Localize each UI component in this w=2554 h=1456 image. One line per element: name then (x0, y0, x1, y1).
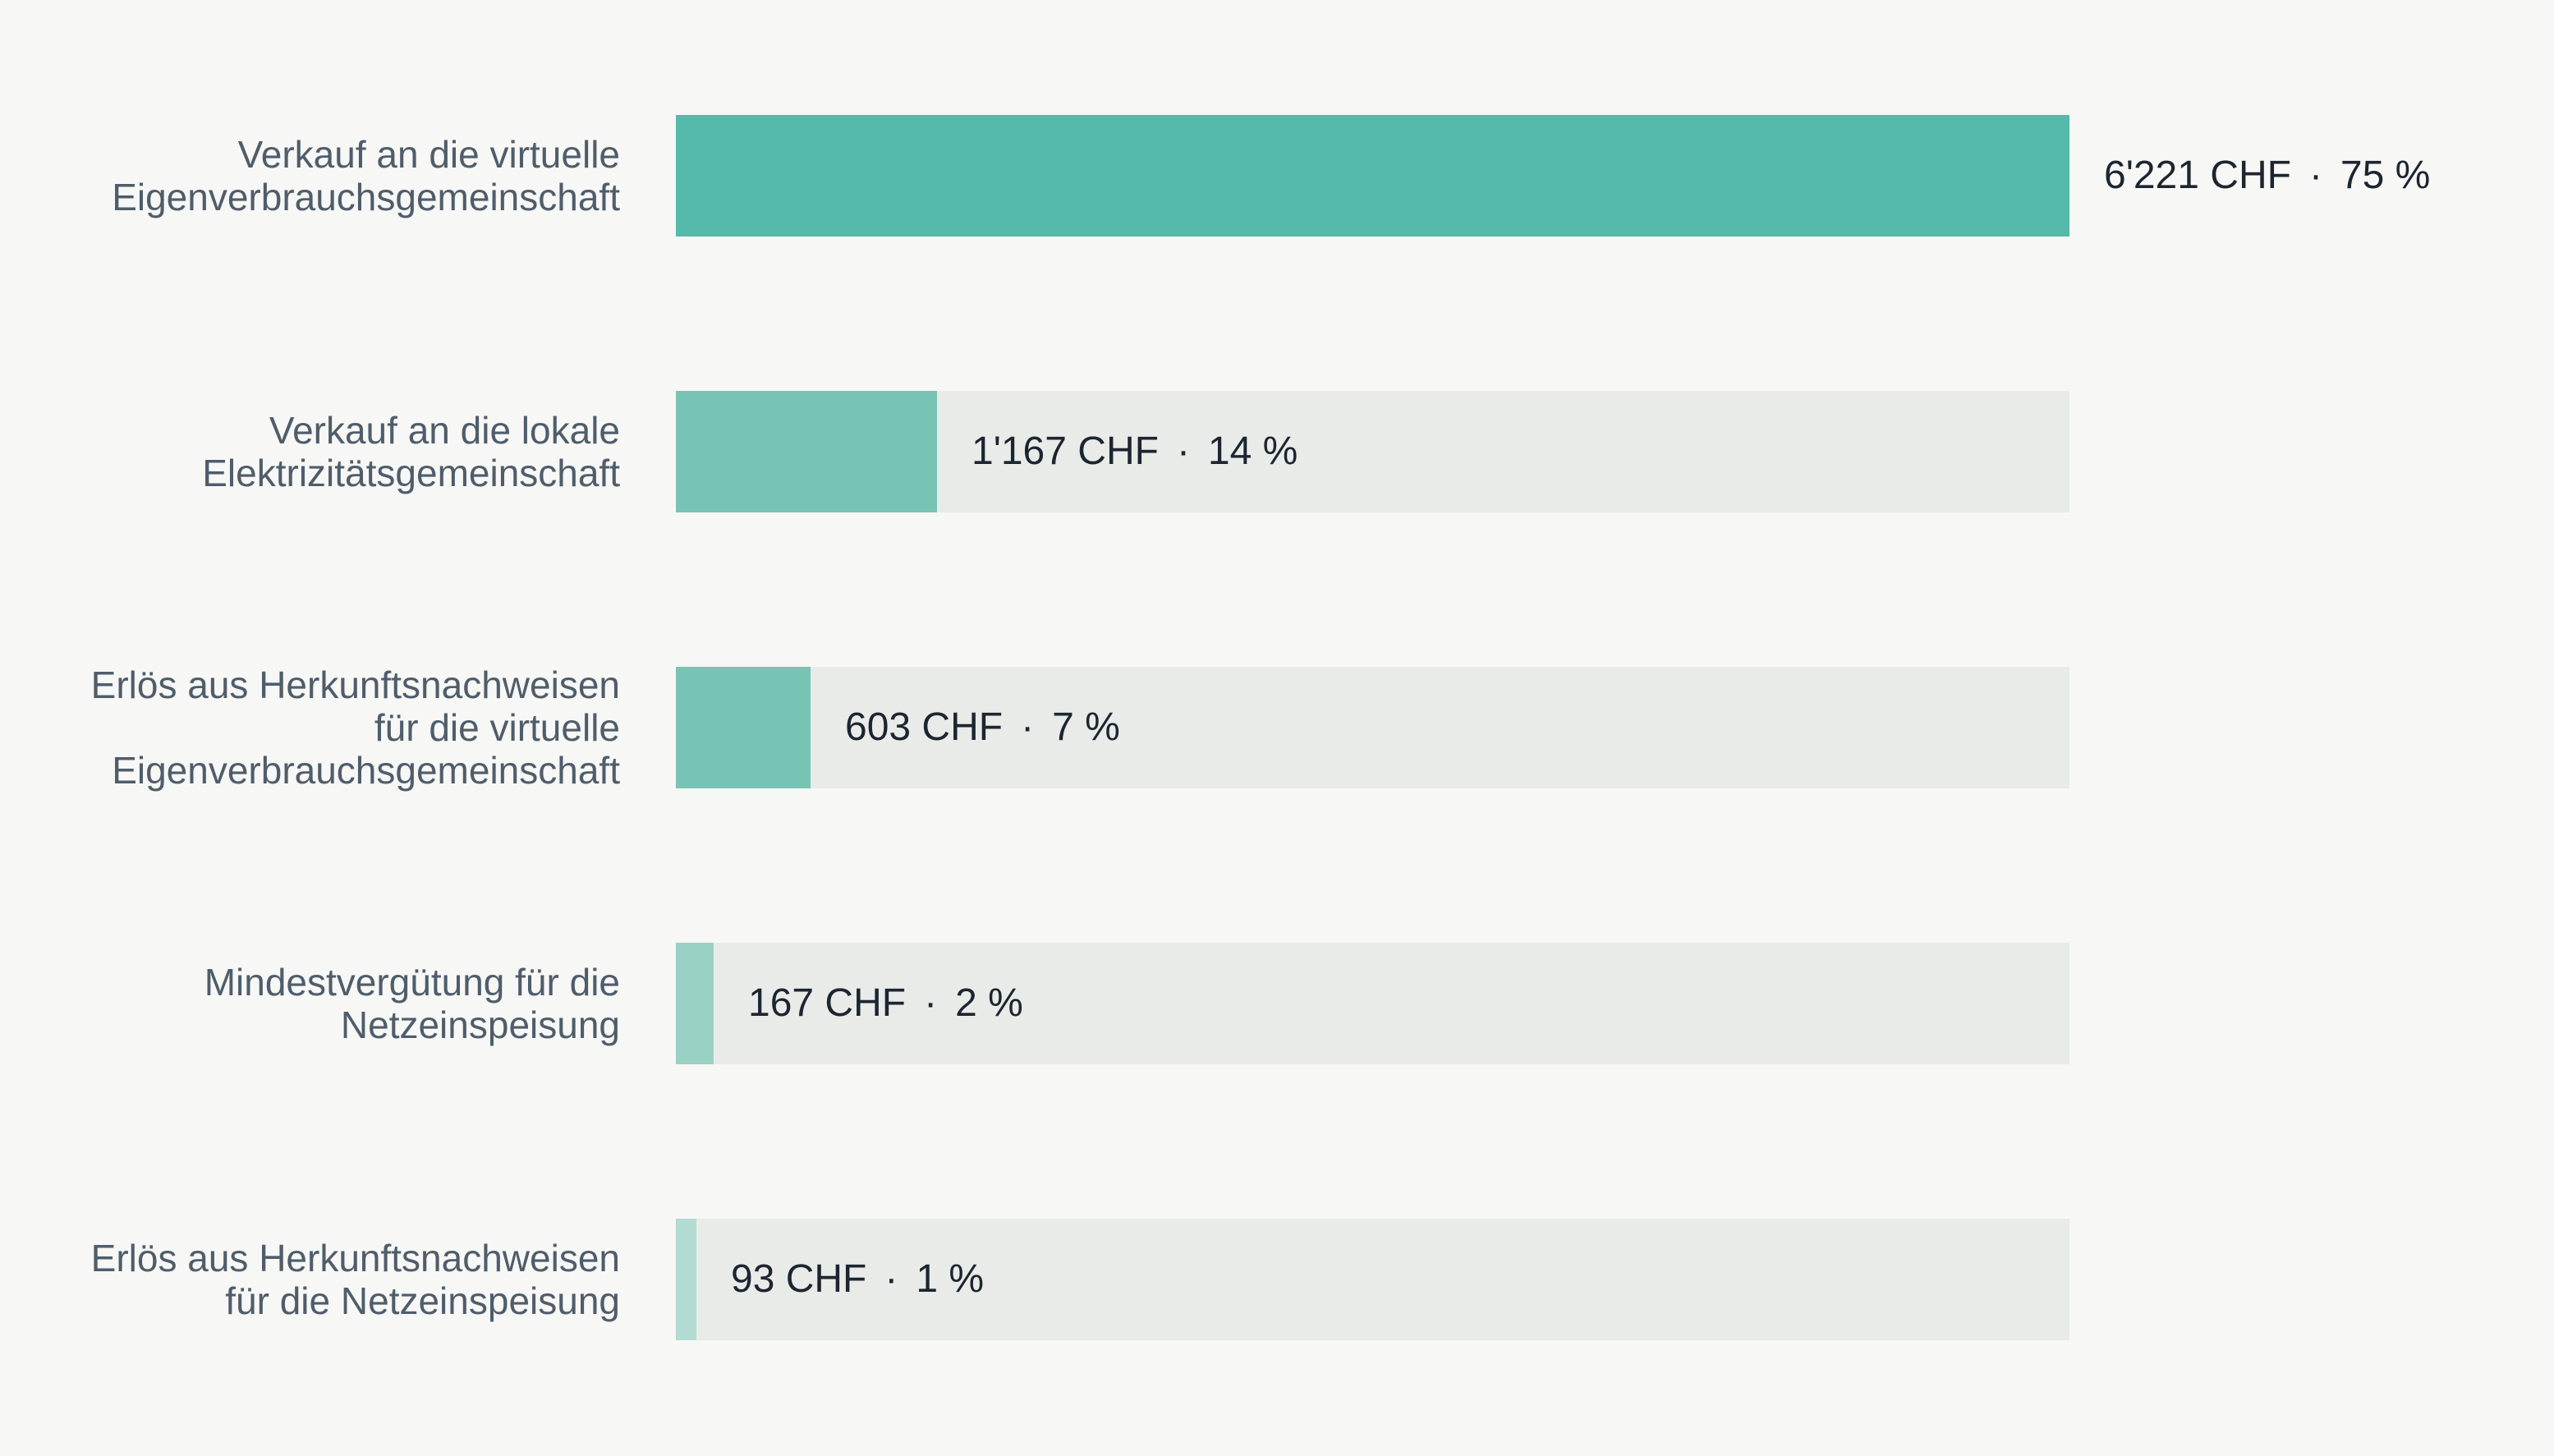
amount-label: 93 CHF (731, 1257, 867, 1301)
bar (676, 667, 811, 788)
value-label: 1'167 CHF · 14 % (972, 391, 1298, 512)
bar (676, 115, 2069, 237)
amount-label: 167 CHF (748, 981, 907, 1025)
amount-label: 603 CHF (845, 705, 1004, 749)
value-label: 6'221 CHF · 75 % (2104, 115, 2430, 237)
amount-label: 1'167 CHF (972, 429, 1159, 473)
bar (676, 1219, 696, 1340)
percent-label: 2 % (955, 981, 1023, 1025)
category-label: Erlös aus Herkunftsnachweisen für die Ne… (90, 1237, 620, 1322)
bar (676, 391, 937, 512)
category-label: Verkauf an die lokale Elektrizitätsgemei… (202, 409, 620, 494)
percent-label: 14 % (1207, 429, 1298, 473)
value-label: 603 CHF · 7 % (845, 667, 1120, 788)
percent-label: 75 % (2340, 154, 2431, 197)
separator-dot: · (924, 981, 938, 1025)
separator-dot: · (884, 1257, 898, 1301)
value-label: 167 CHF · 2 % (748, 943, 1023, 1064)
bar-track (676, 667, 2069, 788)
category-label: Mindestvergütung für die Netzeinspeisung (204, 961, 620, 1046)
separator-dot: · (2308, 154, 2322, 197)
category-label: Erlös aus Herkunftsnachweisen für die vi… (90, 664, 620, 792)
bar (676, 943, 714, 1064)
separator-dot: · (1021, 705, 1035, 749)
percent-label: 1 % (916, 1257, 985, 1301)
bar-track (676, 1219, 2069, 1340)
separator-dot: · (1176, 429, 1190, 473)
category-label: Verkauf an die virtuelle Eigenverbrauchs… (112, 133, 620, 218)
percent-label: 7 % (1052, 705, 1120, 749)
bar-track (676, 943, 2069, 1064)
value-label: 93 CHF · 1 % (731, 1219, 984, 1340)
amount-label: 6'221 CHF (2104, 154, 2291, 197)
